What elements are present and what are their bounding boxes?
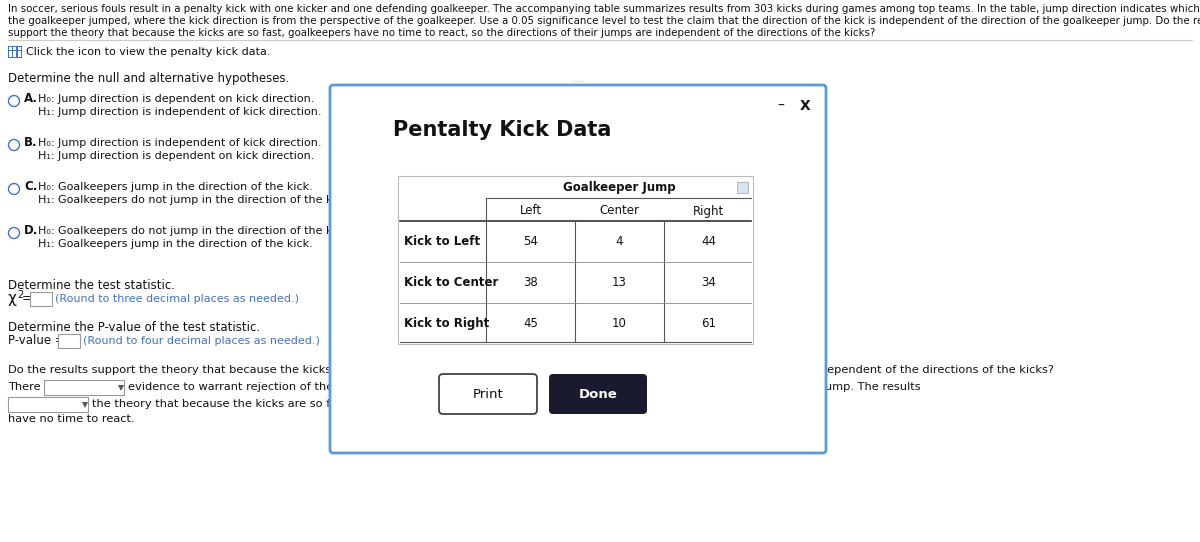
Text: H₁: Goalkeepers jump in the direction of the kick.: H₁: Goalkeepers jump in the direction of… — [38, 239, 313, 249]
Bar — [13, 51, 17, 54]
Text: Goalkeeper Jump: Goalkeeper Jump — [563, 182, 676, 195]
Text: Done: Done — [578, 388, 617, 401]
Text: Click the icon to view the penalty kick data.: Click the icon to view the penalty kick … — [26, 47, 270, 57]
Text: In soccer, serious fouls result in a penalty kick with one kicker and one defend: In soccer, serious fouls result in a pen… — [8, 4, 1200, 14]
Text: 10: 10 — [612, 317, 626, 330]
FancyBboxPatch shape — [330, 85, 826, 453]
Text: (Round to three decimal places as needed.): (Round to three decimal places as needed… — [55, 294, 299, 304]
Text: the theory that because the kicks are so fast, goalkeepers: the theory that because the kicks are so… — [92, 399, 425, 409]
Text: Kick to Left: Kick to Left — [404, 235, 480, 248]
Text: B.: B. — [24, 137, 37, 150]
Text: Pentalty Kick Data: Pentalty Kick Data — [394, 120, 611, 140]
Bar — [30, 292, 52, 306]
Text: 13: 13 — [612, 276, 626, 289]
Bar — [398, 176, 754, 344]
Text: evidence to warrant rejection of the claim that the direction of the kick is ind: evidence to warrant rejection of the cla… — [128, 382, 920, 392]
Text: 44: 44 — [701, 235, 716, 248]
Text: Center: Center — [600, 204, 640, 217]
Text: Print: Print — [473, 388, 503, 401]
Text: There is: There is — [8, 382, 53, 392]
Bar — [13, 54, 17, 57]
FancyBboxPatch shape — [550, 374, 647, 414]
Text: =: = — [22, 293, 32, 306]
Text: 34: 34 — [701, 276, 716, 289]
Text: support the theory that because the kicks are so fast, goalkeepers have no time : support the theory that because the kick… — [8, 28, 875, 38]
Text: A.: A. — [24, 93, 38, 106]
Bar — [10, 54, 12, 57]
Text: χ: χ — [8, 292, 17, 306]
Text: 2: 2 — [17, 290, 23, 300]
Text: H₀: Goalkeepers jump in the direction of the kick.: H₀: Goalkeepers jump in the direction of… — [38, 182, 313, 192]
Bar — [18, 51, 20, 54]
Text: 61: 61 — [701, 317, 716, 330]
Text: 45: 45 — [523, 317, 538, 330]
Polygon shape — [118, 385, 124, 391]
Bar — [737, 182, 748, 193]
Text: Kick to Right: Kick to Right — [404, 317, 490, 330]
Text: H₀: Goalkeepers do not jump in the direction of the kick.: H₀: Goalkeepers do not jump in the direc… — [38, 226, 352, 236]
Text: Right: Right — [692, 204, 724, 217]
FancyBboxPatch shape — [439, 374, 538, 414]
Text: H₀: Jump direction is dependent on kick direction.: H₀: Jump direction is dependent on kick … — [38, 94, 314, 104]
Text: 4: 4 — [616, 235, 623, 248]
Text: D.: D. — [24, 224, 38, 237]
Text: Kick to Center: Kick to Center — [404, 276, 498, 289]
Text: the goalkeeper jumped, where the kick direction is from the perspective of the g: the goalkeeper jumped, where the kick di… — [8, 16, 1200, 26]
Text: C.: C. — [24, 180, 37, 193]
Text: P-value =: P-value = — [8, 334, 65, 347]
Text: Determine the null and alternative hypotheses.: Determine the null and alternative hypot… — [8, 72, 289, 85]
Text: X: X — [799, 99, 810, 113]
Bar — [8, 46, 22, 58]
Text: 38: 38 — [523, 276, 538, 289]
Bar — [18, 47, 20, 50]
Bar — [44, 380, 124, 395]
Bar — [18, 54, 20, 57]
Text: H₁: Jump direction is independent of kick direction.: H₁: Jump direction is independent of kic… — [38, 107, 322, 117]
Text: H₀: Jump direction is independent of kick direction.: H₀: Jump direction is independent of kic… — [38, 138, 322, 148]
Bar — [8, 397, 88, 412]
Bar — [10, 51, 12, 54]
Text: 54: 54 — [523, 235, 538, 248]
Bar — [10, 47, 12, 50]
Bar — [58, 334, 80, 348]
Bar — [13, 47, 17, 50]
Text: Left: Left — [520, 204, 541, 217]
Text: Determine the test statistic.: Determine the test statistic. — [8, 279, 175, 292]
Text: Determine the P-value of the test statistic.: Determine the P-value of the test statis… — [8, 321, 260, 334]
Polygon shape — [82, 402, 88, 408]
Text: –: – — [778, 99, 785, 113]
Text: H₁: Jump direction is dependent on kick direction.: H₁: Jump direction is dependent on kick … — [38, 151, 314, 161]
Text: H₁: Goalkeepers do not jump in the direction of the kick.: H₁: Goalkeepers do not jump in the direc… — [38, 195, 352, 205]
Text: (Round to four decimal places as needed.): (Round to four decimal places as needed.… — [83, 336, 320, 346]
Text: Do the results support the theory that because the kicks are so fast, goalkeeper: Do the results support the theory that b… — [8, 365, 1054, 375]
Text: ···: ··· — [574, 77, 582, 87]
Text: have no time to react.: have no time to react. — [8, 414, 134, 424]
